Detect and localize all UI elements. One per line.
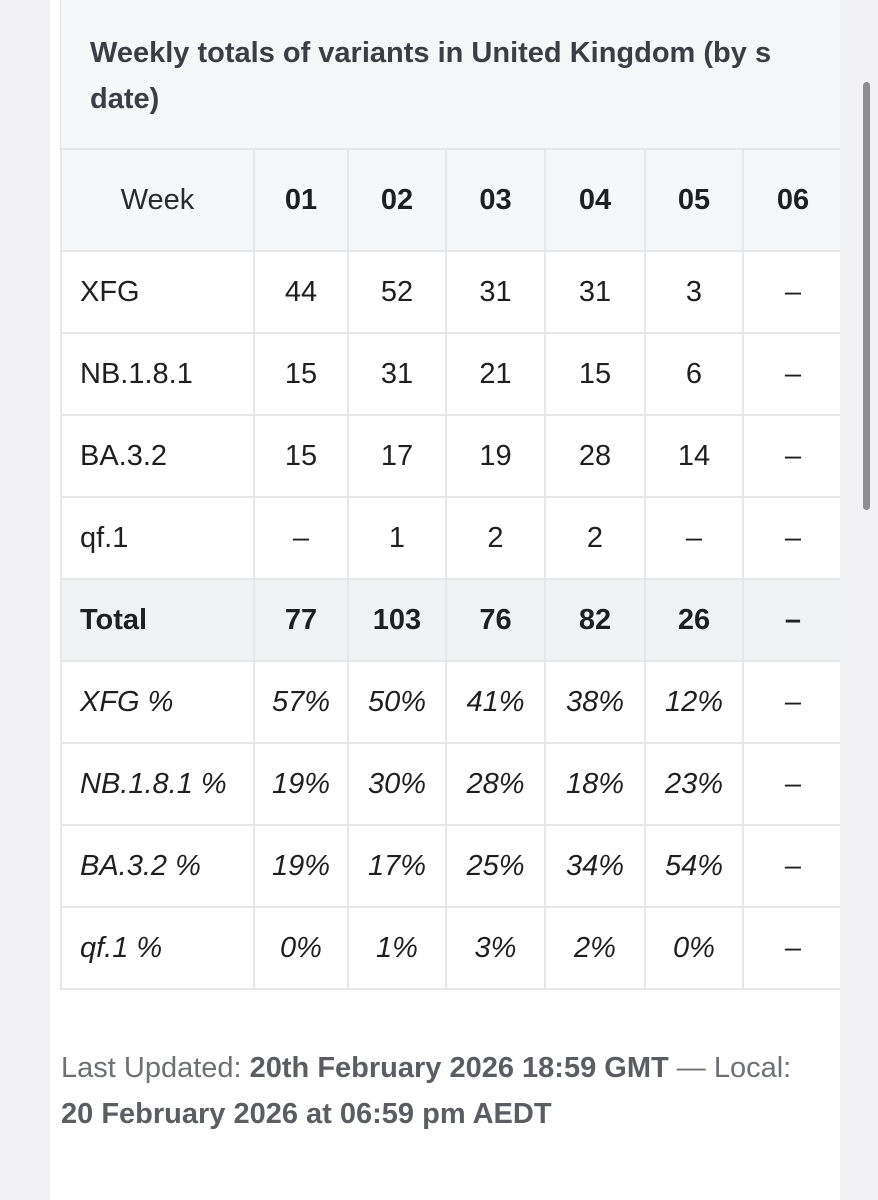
table-cell: – bbox=[644, 496, 744, 580]
table-cell: 12% bbox=[644, 660, 744, 744]
table-cell: 15 bbox=[253, 414, 349, 498]
updated-value: 20th February 2026 18:59 GMT bbox=[249, 1052, 669, 1084]
table-caption: Weekly totals of variants in United King… bbox=[60, 0, 840, 148]
table-cell: 1% bbox=[347, 906, 447, 990]
local-value: 20 February 2026 at 06:59 pm AEDT bbox=[61, 1098, 552, 1130]
table-cell: 3 bbox=[644, 250, 744, 334]
table-cell: 52 bbox=[347, 250, 447, 334]
table-row: BA.3.2 15 17 19 28 14 – bbox=[60, 414, 844, 498]
table-cell: 1 bbox=[347, 496, 447, 580]
table-cell: – bbox=[742, 742, 844, 826]
table-cell: 15 bbox=[253, 332, 349, 416]
row-label: NB.1.8.1 % bbox=[60, 742, 255, 826]
table-cell: 41% bbox=[445, 660, 546, 744]
week-header: Week bbox=[60, 148, 255, 252]
table-cell: 17% bbox=[347, 824, 447, 908]
total-row: Total 77 103 76 82 26 – bbox=[60, 578, 844, 662]
table-cell: 2 bbox=[445, 496, 546, 580]
caption-title: Weekly totals of variants in United King… bbox=[90, 30, 840, 122]
row-label: BA.3.2 bbox=[60, 414, 255, 498]
table-cell: 19 bbox=[445, 414, 546, 498]
caption-line-1: Weekly totals of variants in United King… bbox=[90, 37, 772, 69]
table-cell: 2% bbox=[544, 906, 646, 990]
last-updated: Last Updated: 20th February 2026 18:59 G… bbox=[61, 1045, 821, 1137]
table-cell: 19% bbox=[253, 824, 349, 908]
table-cell: – bbox=[742, 332, 844, 416]
table-cell: 31 bbox=[445, 250, 546, 334]
table-cell: – bbox=[742, 496, 844, 580]
table-cell: 2 bbox=[544, 496, 646, 580]
caption-line-2: date) bbox=[90, 83, 160, 115]
row-label: NB.1.8.1 bbox=[60, 332, 255, 416]
table-cell: 25% bbox=[445, 824, 546, 908]
row-label: Total bbox=[60, 578, 255, 662]
table-cell: 15 bbox=[544, 332, 646, 416]
table-cell: 28 bbox=[544, 414, 646, 498]
table-cell: 103 bbox=[347, 578, 447, 662]
table-cell: 38% bbox=[544, 660, 646, 744]
table-cell: 14 bbox=[644, 414, 744, 498]
table-row: BA.3.2 % 19% 17% 25% 34% 54% – bbox=[60, 824, 844, 908]
table-cell: – bbox=[742, 414, 844, 498]
table-cell: 77 bbox=[253, 578, 349, 662]
table-cell: 31 bbox=[347, 332, 447, 416]
row-label: XFG bbox=[60, 250, 255, 334]
table-row: qf.1 % 0% 1% 3% 2% 0% – bbox=[60, 906, 844, 990]
table-row: XFG % 57% 50% 41% 38% 12% – bbox=[60, 660, 844, 744]
table-cell: 82 bbox=[544, 578, 646, 662]
table-cell: 19% bbox=[253, 742, 349, 826]
table-cell: 30% bbox=[347, 742, 447, 826]
row-label: XFG % bbox=[60, 660, 255, 744]
header-row: Week 01 02 03 04 05 06 bbox=[60, 148, 844, 252]
table-cell: 18% bbox=[544, 742, 646, 826]
table-cell: 0% bbox=[644, 906, 744, 990]
week-header-cell: 04 bbox=[544, 148, 646, 252]
table-cell: – bbox=[742, 250, 844, 334]
table-cell: 54% bbox=[644, 824, 744, 908]
week-header-cell: 01 bbox=[253, 148, 349, 252]
table-cell: – bbox=[742, 906, 844, 990]
table-cell: 31 bbox=[544, 250, 646, 334]
local-separator: — Local: bbox=[668, 1052, 792, 1084]
table-cell: 3% bbox=[445, 906, 546, 990]
page-gutter bbox=[840, 0, 878, 1200]
table-cell: – bbox=[742, 578, 844, 662]
variants-table: Week 01 02 03 04 05 06 XFG 44 52 31 31 3… bbox=[60, 148, 844, 990]
table-cell: 34% bbox=[544, 824, 646, 908]
row-label: qf.1 bbox=[60, 496, 255, 580]
week-header-cell: 06 bbox=[742, 148, 844, 252]
table-cell: 76 bbox=[445, 578, 546, 662]
week-header-cell: 03 bbox=[445, 148, 546, 252]
table-cell: 17 bbox=[347, 414, 447, 498]
week-header-cell: 05 bbox=[644, 148, 744, 252]
table-row: XFG 44 52 31 31 3 – bbox=[60, 250, 844, 334]
table-row: qf.1 – 1 2 2 – – bbox=[60, 496, 844, 580]
table-cell: 0% bbox=[253, 906, 349, 990]
row-label: BA.3.2 % bbox=[60, 824, 255, 908]
table-cell: 57% bbox=[253, 660, 349, 744]
updated-label: Last Updated: bbox=[61, 1052, 250, 1084]
table-cell: 21 bbox=[445, 332, 546, 416]
week-header-cell: 02 bbox=[347, 148, 447, 252]
table-cell: 50% bbox=[347, 660, 447, 744]
row-label: qf.1 % bbox=[60, 906, 255, 990]
table-cell: 6 bbox=[644, 332, 744, 416]
table-cell: 28% bbox=[445, 742, 546, 826]
vertical-scrollbar[interactable] bbox=[863, 82, 870, 510]
table-row: NB.1.8.1 15 31 21 15 6 – bbox=[60, 332, 844, 416]
table-cell: 44 bbox=[253, 250, 349, 334]
table-cell: 23% bbox=[644, 742, 744, 826]
table-row: NB.1.8.1 % 19% 30% 28% 18% 23% – bbox=[60, 742, 844, 826]
table-cell: 26 bbox=[644, 578, 744, 662]
table-cell: – bbox=[742, 660, 844, 744]
table-cell: – bbox=[742, 824, 844, 908]
table-cell: – bbox=[253, 496, 349, 580]
